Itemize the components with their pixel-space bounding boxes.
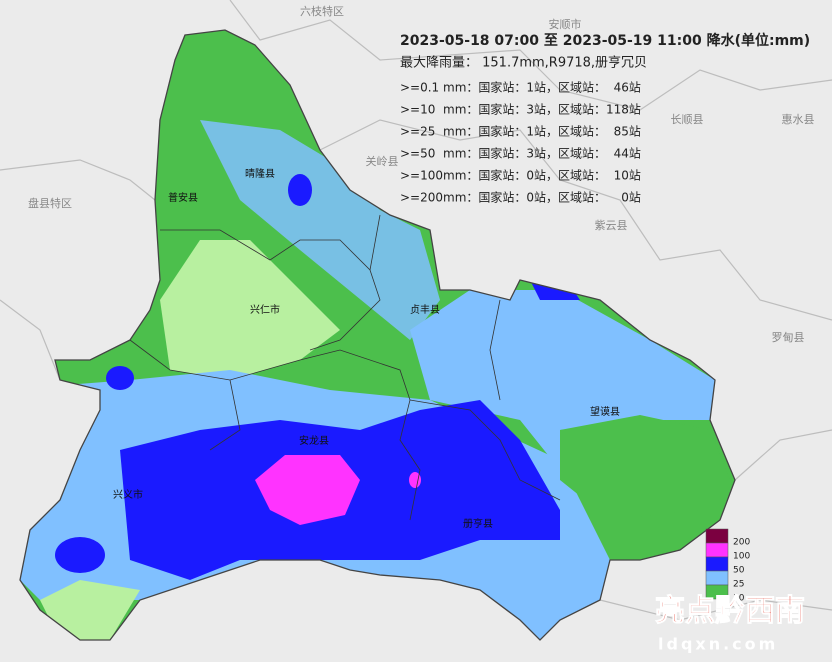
legend-label: 50: [733, 566, 745, 576]
max-rain: 最大降雨量： 151.7mm,R9718,册亨冗贝: [400, 55, 647, 71]
neighbor-borders: [0, 0, 832, 621]
legend-label: 200: [733, 538, 750, 548]
neighbor-label: 盘县特区: [28, 196, 72, 210]
watermark-brand: 亮点黔西南: [655, 594, 805, 629]
stat-row: >=100mm：国家站：0站，区域站： 10站: [400, 168, 641, 183]
stat-row: >=25 mm：国家站：1站，区域站： 85站: [400, 124, 641, 139]
county-label: 贞丰县: [410, 303, 440, 316]
legend-swatch: [705, 542, 729, 558]
county-label: 册亨县: [463, 517, 493, 530]
neighbor-label: 罗甸县: [772, 331, 805, 344]
county-label: 普安县: [168, 191, 198, 204]
neighbor-label: 安顺市: [549, 17, 582, 31]
neighbor-label: 惠水县: [782, 112, 815, 126]
legend-swatch: [705, 570, 729, 586]
county-label: 兴义市: [113, 488, 143, 501]
neighbor-label: 关岭县: [366, 154, 399, 168]
county-label: 晴隆县: [245, 167, 275, 180]
legend-label: 25: [733, 580, 744, 590]
stat-row: >=0.1 mm：国家站：1站，区域站： 46站: [400, 80, 641, 95]
legend-swatch: [705, 584, 729, 600]
county-label: 安龙县: [299, 434, 329, 447]
neighbor-label: 紫云县: [595, 219, 628, 232]
county-borders: [129, 214, 561, 521]
legend-swatch: [705, 556, 729, 572]
neighbor-label: 长顺县: [671, 113, 704, 126]
stat-row: >=50 mm：国家站：3站，区域站： 44站: [400, 146, 641, 161]
legend-label: 100: [733, 552, 750, 562]
stat-row: >=200mm：国家站：0站，区域站： 0站: [400, 190, 641, 205]
legend-swatch: [705, 528, 729, 544]
neighbor-label: 六枝特区: [300, 4, 344, 18]
county-label: 望谟县: [590, 405, 620, 418]
watermark-site: ldqxn.com: [658, 635, 778, 654]
stat-row: >=10 mm：国家站：3站，区域站：118站: [400, 102, 641, 117]
title: 2023-05-18 07:00 至 2023-05-19 11:00 降水(单…: [400, 32, 810, 49]
legend-label: 10: [733, 594, 745, 604]
county-label: 兴仁市: [250, 303, 280, 316]
